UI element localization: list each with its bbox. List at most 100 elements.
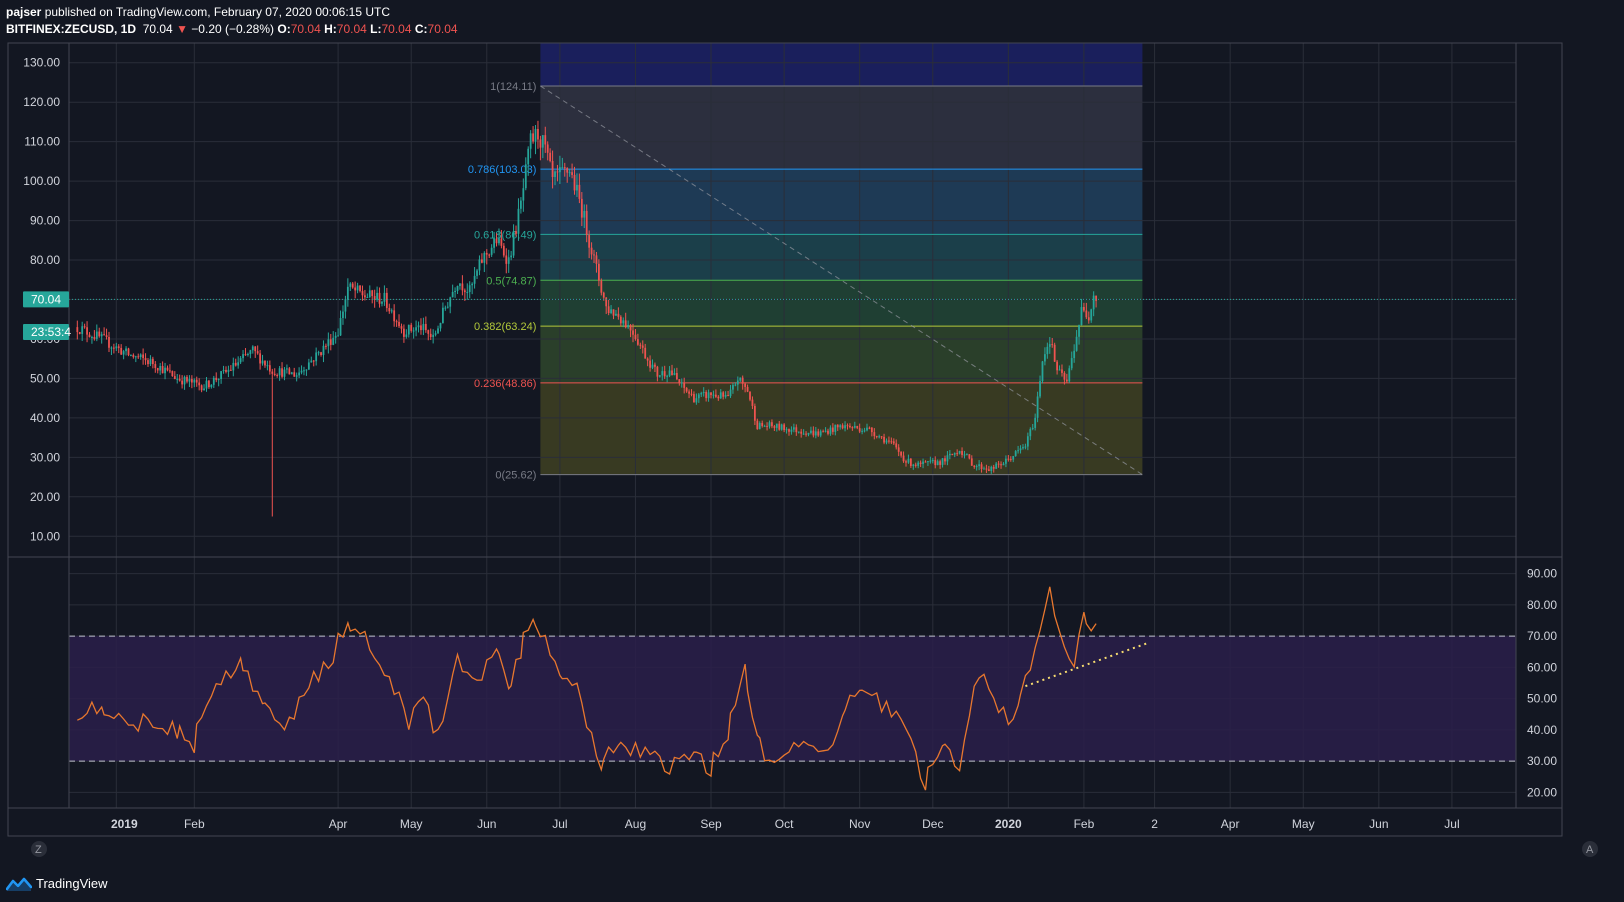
candle	[615, 309, 617, 316]
rsi-tick-label: 30.00	[1527, 754, 1557, 768]
candle	[585, 204, 588, 243]
symbol-interval[interactable]: BITFINEX:ZECUSD, 1D	[6, 22, 137, 36]
rsi-axis[interactable]: 90.00 80.00 70.00 60.00 50.00 40.00 30.00 20.00	[1527, 567, 1557, 800]
candle	[763, 424, 766, 427]
candle	[844, 421, 846, 432]
scale-mode-button-right[interactable]: A	[1582, 841, 1598, 857]
candle	[169, 364, 171, 374]
candle	[541, 134, 544, 159]
candle	[566, 167, 569, 183]
candle-body	[573, 174, 576, 191]
candle-body	[576, 184, 578, 191]
candle-body	[819, 431, 822, 436]
fibonacci-levels[interactable]: 1(124.11) 0.786(103.03) 0.618(86.49) 0.5(74…	[468, 81, 1143, 482]
time-tick-label: Apr	[329, 817, 348, 831]
candle-body	[344, 299, 347, 312]
candle-body	[585, 210, 588, 236]
candle-body	[1034, 417, 1037, 428]
candle-body	[817, 431, 820, 436]
rsi-trendline[interactable]	[1025, 641, 1151, 688]
candle-body	[836, 424, 839, 428]
candle	[1000, 461, 1002, 469]
candle	[454, 287, 456, 298]
candle-body	[188, 378, 191, 382]
price-badge	[23, 291, 69, 308]
candle	[702, 387, 705, 397]
candle	[561, 157, 564, 169]
candle	[1036, 391, 1039, 423]
candle-body	[875, 436, 878, 438]
rsi-line	[77, 586, 1097, 791]
candle-body	[883, 436, 885, 443]
outer-frame	[7, 42, 1563, 837]
candle	[912, 463, 915, 470]
candle	[78, 331, 81, 335]
candle-body	[222, 369, 225, 372]
candle	[383, 285, 386, 306]
candle	[1070, 351, 1073, 371]
candle-body	[388, 307, 391, 312]
fib-level-label: 1(124.11)	[490, 81, 536, 93]
candle	[522, 178, 525, 212]
candle-body	[183, 376, 186, 385]
candle-body	[1017, 450, 1020, 452]
candle-body	[493, 238, 495, 248]
candle-body	[727, 395, 729, 397]
candle	[1002, 462, 1005, 466]
candle-body	[456, 286, 459, 291]
candle-body	[149, 358, 152, 365]
candle-body	[663, 371, 666, 377]
candle	[342, 305, 344, 325]
candle	[788, 428, 790, 436]
candle-body	[212, 377, 215, 385]
candle-body	[868, 427, 871, 429]
candle	[473, 267, 476, 289]
candle	[978, 460, 981, 471]
candle-body	[293, 372, 296, 377]
candle	[934, 456, 937, 469]
candle	[768, 420, 771, 429]
close-value: 70.04	[427, 22, 458, 36]
fibonacci-trend-line[interactable]	[540, 85, 1143, 476]
candle	[917, 460, 920, 469]
candle	[456, 285, 459, 294]
candle-body	[636, 339, 639, 345]
candle	[142, 348, 145, 365]
candle	[773, 424, 776, 432]
candle-body	[529, 133, 532, 149]
candle	[100, 331, 103, 344]
candle-body	[644, 347, 647, 359]
brand-footer[interactable]: TradingView	[6, 876, 108, 891]
scale-mode-button-left[interactable]: Z	[31, 841, 47, 857]
candle	[137, 353, 140, 359]
candle-body	[973, 465, 976, 467]
candle-body	[171, 371, 174, 377]
candle-body	[451, 291, 454, 298]
candle-body	[983, 468, 985, 470]
candle-body	[966, 454, 968, 456]
time-axis[interactable]: 2019 Feb Apr May Jun Jul Aug Sep Oct Nov Dec 2020 Fe…	[111, 817, 1460, 831]
candle-body	[885, 440, 888, 443]
candle	[1053, 342, 1056, 362]
candle	[590, 242, 593, 260]
candle	[680, 378, 683, 388]
candle-body	[208, 380, 210, 388]
candle	[675, 367, 678, 381]
candle	[195, 376, 198, 387]
candle-body	[422, 323, 425, 331]
candle-body	[970, 458, 973, 466]
candle-body	[186, 376, 188, 382]
candle-body	[551, 160, 554, 177]
candle	[983, 466, 985, 470]
author-name[interactable]: pajser	[6, 5, 42, 19]
candle	[1041, 360, 1044, 384]
candle-body	[234, 362, 237, 366]
candle	[658, 375, 661, 378]
candle	[678, 379, 681, 386]
time-tick-label: Oct	[775, 817, 794, 831]
scale-mode-label-right: A	[1586, 844, 1594, 856]
candle-body	[359, 285, 361, 292]
candle	[690, 389, 693, 397]
candle-body	[1014, 451, 1017, 457]
